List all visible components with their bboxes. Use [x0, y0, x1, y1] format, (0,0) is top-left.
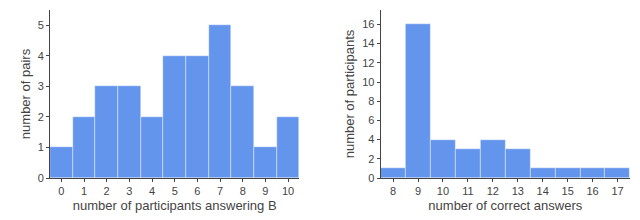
svg-text:10: 10 [362, 76, 374, 88]
svg-text:3: 3 [38, 80, 44, 92]
svg-text:12: 12 [487, 185, 499, 197]
svg-text:11: 11 [462, 185, 473, 197]
svg-text:5: 5 [38, 19, 44, 31]
svg-text:0: 0 [38, 172, 44, 184]
svg-text:17: 17 [611, 185, 623, 197]
svg-text:12: 12 [362, 57, 374, 69]
svg-text:1: 1 [81, 185, 87, 197]
svg-text:2: 2 [104, 185, 110, 197]
svg-text:1: 1 [38, 141, 44, 153]
svg-text:10: 10 [282, 185, 294, 197]
svg-text:6: 6 [194, 185, 200, 197]
svg-text:8: 8 [368, 95, 374, 107]
svg-text:number of correct answers: number of correct answers [428, 198, 582, 213]
svg-text:number of participants: number of participants [342, 29, 357, 158]
svg-text:0: 0 [58, 185, 64, 197]
svg-text:8: 8 [390, 185, 396, 197]
svg-text:7: 7 [217, 185, 223, 197]
svg-text:16: 16 [586, 185, 598, 197]
svg-text:0: 0 [368, 172, 374, 184]
svg-text:13: 13 [512, 185, 524, 197]
svg-text:2: 2 [38, 111, 44, 123]
svg-text:16: 16 [362, 18, 374, 30]
svg-text:4: 4 [38, 50, 44, 62]
svg-text:15: 15 [562, 185, 574, 197]
svg-text:5: 5 [172, 185, 178, 197]
svg-text:14: 14 [537, 185, 549, 197]
svg-text:6: 6 [368, 114, 374, 126]
svg-text:3: 3 [126, 185, 132, 197]
svg-text:8: 8 [240, 185, 246, 197]
svg-text:9: 9 [262, 185, 268, 197]
svg-text:2: 2 [368, 153, 374, 165]
svg-text:number of pairs: number of pairs [18, 48, 33, 139]
svg-text:4: 4 [368, 133, 374, 145]
svg-text:10: 10 [437, 185, 449, 197]
svg-text:4: 4 [149, 185, 155, 197]
svg-text:number of participants answeri: number of participants answering B [73, 198, 277, 213]
svg-text:14: 14 [362, 37, 374, 49]
svg-text:9: 9 [415, 185, 421, 197]
